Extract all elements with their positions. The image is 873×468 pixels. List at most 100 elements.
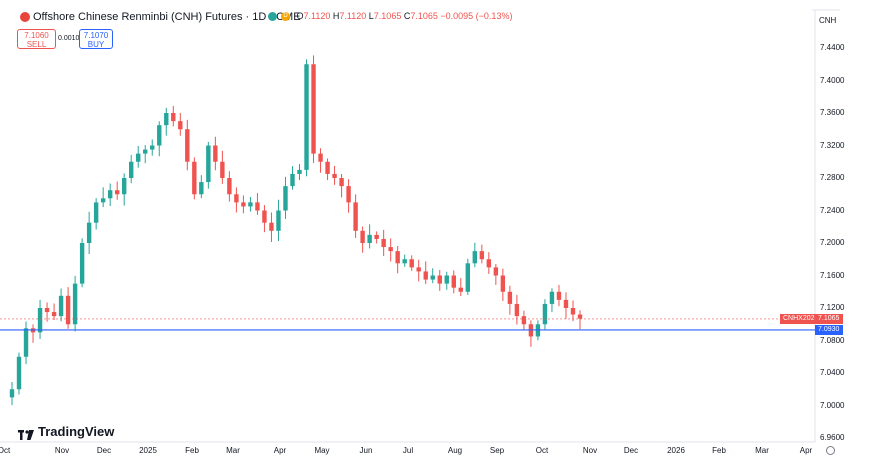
spread-value: 0.0010: [58, 35, 80, 42]
candle-body: [549, 291, 555, 304]
x-tick-label: Apr: [799, 446, 813, 455]
candle-body: [563, 299, 569, 308]
high-label: H: [332, 11, 340, 21]
candle-body: [262, 210, 267, 223]
candle-body: [570, 308, 576, 315]
y-tick-label: 7.4000: [820, 75, 845, 85]
candle-body: [290, 173, 295, 187]
x-tick-label: Nov: [582, 446, 598, 455]
candle-body: [234, 194, 239, 203]
candle-body: [507, 291, 513, 304]
y-tick-label: 7.0000: [820, 400, 845, 410]
sell-label: SELL: [26, 40, 47, 49]
candle-body: [451, 275, 456, 288]
candle-body: [514, 303, 520, 317]
x-tick-label: Feb: [712, 446, 726, 455]
symbol-logo-icon: [20, 12, 30, 22]
buy-price: 7.1070: [83, 31, 109, 40]
candle-body: [416, 267, 421, 272]
y-tick-label: 7.0400: [820, 368, 845, 377]
currency-label[interactable]: CNH: [819, 16, 837, 25]
settings-gear-icon[interactable]: [826, 446, 835, 455]
y-tick-label: 7.4400: [820, 43, 845, 52]
tradingview-logo-icon: [18, 428, 34, 440]
sell-button[interactable]: 7.1060 SELL: [17, 29, 56, 49]
candle-body: [500, 275, 506, 292]
candle-body: [178, 121, 183, 130]
sell-price: 7.1060: [24, 31, 49, 40]
candle-body: [304, 64, 309, 170]
candle-body: [129, 161, 134, 178]
candle-body: [388, 247, 393, 252]
x-tick-label: May: [314, 446, 330, 455]
candle-body: [185, 129, 190, 162]
candle-body: [44, 308, 50, 313]
candle-body: [51, 312, 57, 317]
candle-body: [23, 328, 29, 357]
candle-body: [444, 275, 449, 284]
candle-body: [143, 149, 148, 154]
candle-body: [542, 303, 548, 325]
last-price-symbol-tag: CNHX2025: [780, 313, 822, 324]
candle-body: [164, 113, 169, 126]
close-value: 7.1065: [410, 11, 438, 21]
candle-body: [157, 125, 162, 146]
ohlc-readout: D O7.1120 H7.1120 L7.1065 C7.1065 −0.009…: [268, 11, 513, 22]
x-tick-label: Mar: [226, 446, 240, 455]
candle-body: [283, 186, 288, 211]
low-label: L: [368, 11, 374, 21]
candle-body: [206, 145, 211, 183]
candle-body: [171, 113, 176, 122]
x-tick-label: Dec: [96, 446, 112, 455]
candle-body: [318, 153, 323, 162]
high-value: 7.1120: [339, 11, 367, 21]
horizontal-line-axis-tag: 7.0930: [815, 324, 843, 335]
candle-body: [37, 308, 43, 333]
candle-body: [72, 283, 78, 325]
x-tick-label: Dec: [623, 446, 639, 455]
candle-body: [16, 356, 22, 390]
candle-body: [381, 238, 386, 248]
y-tick-label: 7.3600: [820, 108, 845, 117]
y-tick-label: 7.2000: [820, 238, 845, 247]
y-tick-label: 7.3200: [820, 140, 845, 150]
candle-body: [93, 202, 99, 223]
x-tick-label: Mar: [755, 446, 769, 455]
close-label: C: [403, 11, 411, 21]
x-tick-label: Aug: [447, 446, 463, 455]
candle-body: [199, 182, 204, 195]
low-value: 7.1065: [373, 11, 402, 21]
market-status-icon: [268, 12, 277, 22]
candle-body: [121, 178, 127, 195]
candle-body: [374, 234, 379, 239]
tradingview-logo-text: TradingView: [38, 424, 115, 439]
candle-body: [269, 222, 274, 231]
tradingview-logo[interactable]: TradingView: [18, 424, 115, 440]
y-tick-label: 7.2800: [820, 173, 845, 182]
y-tick-label: 6.9600: [820, 433, 845, 442]
candle-body: [276, 210, 281, 231]
candle-body: [493, 267, 499, 276]
candle-body: [114, 190, 120, 195]
x-tick-label: Apr: [273, 446, 287, 455]
buy-button[interactable]: 7.1070 BUY: [79, 29, 113, 49]
candle-body: [86, 222, 92, 243]
candle-body: [297, 169, 302, 174]
candle-body: [458, 287, 463, 292]
candle-body: [58, 295, 64, 317]
data-status-icon: D: [281, 12, 290, 22]
open-value: 7.1120: [303, 11, 331, 21]
open-label: O: [296, 11, 304, 21]
change-value: −0.0095 (−0.13%): [440, 11, 513, 21]
candle-body: [311, 64, 316, 154]
candle-body: [9, 389, 15, 398]
candle-body: [472, 251, 478, 264]
candle-body: [227, 178, 232, 195]
x-tick-label: 2026: [667, 446, 685, 455]
candle-body: [107, 190, 113, 199]
candle-body: [65, 295, 71, 325]
candle-body: [486, 259, 492, 268]
last-price-axis-tag: 7.1065: [815, 313, 843, 324]
